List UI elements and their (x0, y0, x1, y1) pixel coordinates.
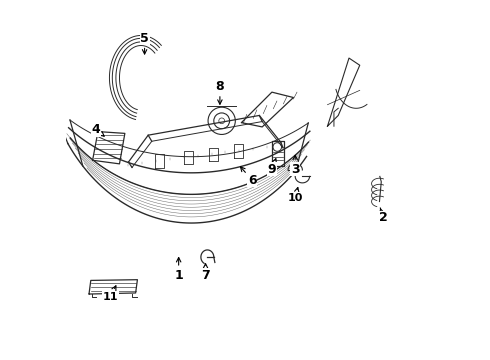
Text: 3: 3 (291, 155, 299, 176)
Text: 5: 5 (140, 32, 149, 54)
Text: 10: 10 (288, 188, 303, 203)
Text: 1: 1 (174, 257, 183, 282)
Text: 4: 4 (92, 123, 104, 136)
Text: 2: 2 (379, 208, 388, 224)
Text: 11: 11 (103, 286, 118, 302)
Text: 6: 6 (241, 167, 256, 186)
Text: 8: 8 (216, 80, 224, 104)
Text: 7: 7 (201, 264, 210, 282)
Text: 9: 9 (268, 159, 276, 176)
